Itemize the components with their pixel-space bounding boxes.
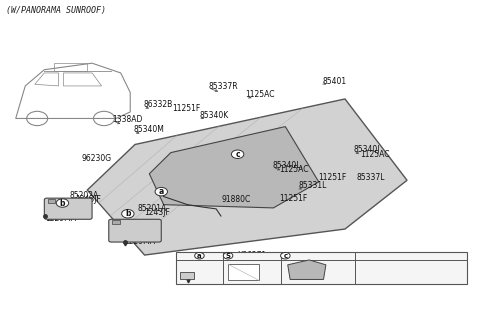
Text: 85235: 85235 — [181, 267, 201, 272]
Circle shape — [155, 187, 168, 196]
Circle shape — [231, 150, 244, 158]
Text: a: a — [197, 253, 202, 259]
Text: 1125AC: 1125AC — [360, 150, 390, 159]
Text: 85337L: 85337L — [357, 173, 385, 181]
Text: c: c — [283, 253, 288, 259]
Text: 1125AC: 1125AC — [279, 165, 309, 174]
Text: 86332B: 86332B — [144, 100, 173, 109]
Text: 11251F: 11251F — [279, 194, 307, 203]
Text: b: b — [125, 209, 131, 218]
Text: 90467C: 90467C — [331, 258, 355, 263]
Text: 85202A: 85202A — [70, 191, 99, 200]
Text: 1229MA: 1229MA — [178, 277, 204, 282]
Text: 85340K: 85340K — [199, 111, 228, 120]
Text: 85201A: 85201A — [137, 204, 167, 213]
Text: 1229MA: 1229MA — [124, 236, 156, 246]
Text: c: c — [235, 150, 240, 159]
Text: 11251F: 11251F — [172, 104, 201, 113]
Polygon shape — [288, 260, 326, 279]
Text: 1229MA: 1229MA — [45, 214, 76, 223]
Text: 85340L,: 85340L, — [273, 161, 303, 170]
Text: S: S — [226, 253, 230, 259]
Text: 92615E: 92615E — [331, 268, 354, 273]
Circle shape — [281, 253, 290, 259]
Text: 85340J: 85340J — [354, 145, 380, 154]
Text: 85340M: 85340M — [133, 125, 165, 134]
Text: REF. 91-628: REF. 91-628 — [305, 253, 342, 258]
Bar — [176, 252, 467, 284]
Text: 1125AC: 1125AC — [245, 90, 274, 99]
Text: a: a — [158, 187, 164, 196]
FancyBboxPatch shape — [44, 198, 92, 219]
Polygon shape — [149, 127, 319, 208]
Text: X86271: X86271 — [237, 251, 266, 260]
Bar — [48, 199, 55, 203]
FancyBboxPatch shape — [109, 219, 161, 242]
Circle shape — [121, 210, 134, 218]
Text: 91880C: 91880C — [222, 195, 251, 204]
Text: 1243JF: 1243JF — [75, 195, 101, 204]
Text: 11251F: 11251F — [318, 173, 346, 181]
Text: (W/PANORAMA SUNROOF): (W/PANORAMA SUNROOF) — [6, 6, 106, 15]
Text: 85337R: 85337R — [209, 82, 239, 91]
Text: 96230G: 96230G — [82, 154, 112, 163]
Circle shape — [195, 253, 204, 259]
Circle shape — [56, 199, 69, 207]
Text: 1338AD: 1338AD — [113, 114, 143, 124]
Bar — [228, 264, 259, 280]
Text: 92070: 92070 — [331, 263, 350, 268]
Polygon shape — [87, 99, 407, 255]
Text: 85401: 85401 — [323, 76, 347, 86]
Bar — [112, 220, 120, 224]
Text: 96576: 96576 — [373, 263, 393, 268]
Text: 1243JF: 1243JF — [144, 208, 170, 217]
Text: REF. 91-628: REF. 91-628 — [369, 258, 401, 263]
Text: 96575A: 96575A — [373, 268, 397, 273]
Circle shape — [223, 253, 233, 259]
Text: 85331L: 85331L — [298, 181, 326, 190]
Text: b: b — [60, 198, 65, 208]
Bar — [180, 272, 194, 279]
